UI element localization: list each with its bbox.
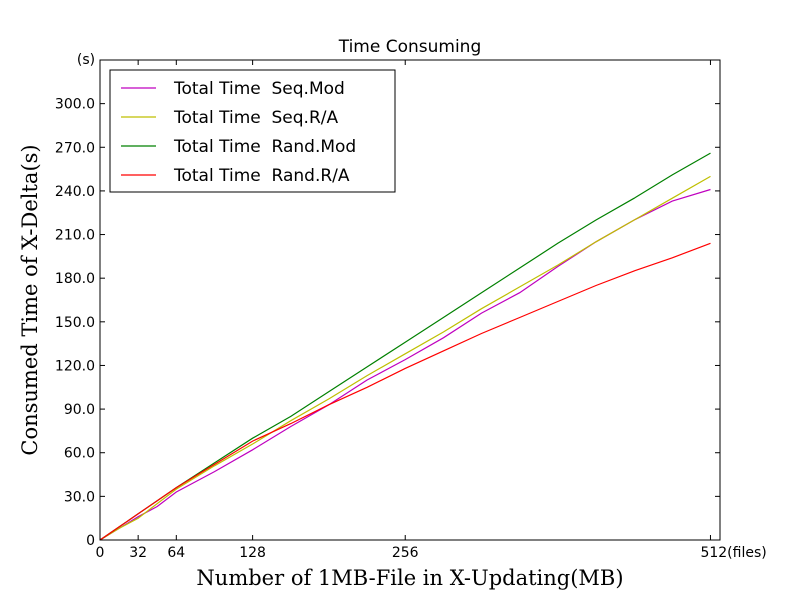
x-tick-label: 32 — [129, 545, 147, 561]
legend-label-4: Total Time Rand.R/A — [173, 166, 350, 186]
legend-label-1: Total Time Seq.Mod — [173, 79, 345, 99]
y-tick-label: 120.0 — [55, 358, 95, 374]
y-tick-label: 30.0 — [64, 489, 95, 505]
y-tick-label: 90.0 — [64, 402, 95, 418]
y-unit-label: (s) — [77, 52, 95, 68]
y-tick-label: 180.0 — [55, 271, 95, 287]
x-tick-label: 512(files) — [700, 545, 766, 561]
plot-area-frame — [99, 59, 721, 541]
y-tick-label: 150.0 — [55, 315, 95, 331]
x-tick-label: 256 — [392, 545, 419, 561]
x-tick-label: 0 — [96, 545, 105, 561]
legend-label-3: Total Time Rand.Mod — [173, 137, 356, 157]
series-line-2 — [99, 175, 711, 541]
series-layer — [99, 152, 711, 541]
legend-label-2: Total Time Seq.R/A — [173, 108, 339, 128]
y-tick-label: 60.0 — [64, 446, 95, 462]
y-tick-label: 240.0 — [55, 184, 95, 200]
legend-box — [109, 69, 396, 193]
y-tick-label: 0 — [86, 533, 95, 549]
legend: Total Time Seq.Mod Total Time Seq.R/A Tota… — [109, 69, 396, 193]
x-tick-label: 64 — [167, 545, 185, 561]
y-tick-label: 210.0 — [55, 228, 95, 244]
x-tick-label: 128 — [239, 545, 266, 561]
x-axis-label: Number of 1MB-File in X-Updating(MB) — [196, 566, 623, 590]
y-tick-label: 300.0 — [55, 97, 95, 113]
ticks-layer: 0 32 64 128 256 512(files) 0 30.0 60.0 90.0 120.0 1… — [55, 60, 767, 561]
chart-title: Time Consuming — [338, 37, 482, 57]
series-line-4 — [99, 242, 711, 541]
y-axis-label: Consumed Time of X-Delta(s) — [18, 144, 42, 455]
y-tick-label: 270.0 — [55, 140, 95, 156]
